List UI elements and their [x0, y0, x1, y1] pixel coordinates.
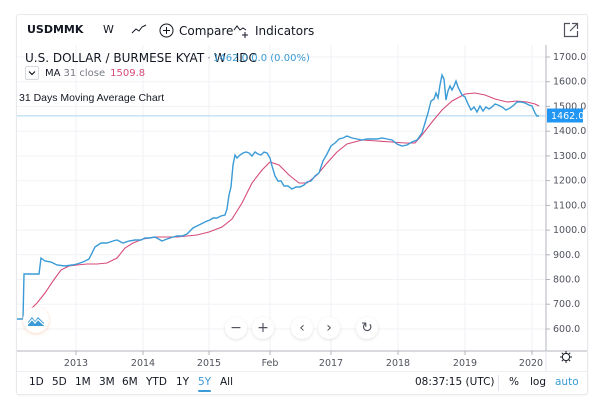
range-6m[interactable]: 6M: [122, 376, 138, 388]
clock[interactable]: 08:37:15 (UTC): [415, 376, 495, 388]
indicators-button[interactable]: Indicators: [233, 23, 314, 38]
range-5d[interactable]: 5D: [52, 376, 67, 388]
x-axis-labels: 2013 2014 2015 Feb 2017 2018 2019 2020: [64, 358, 543, 369]
y-tick-label: 1000.0: [553, 225, 586, 236]
price-chart[interactable]: 1700.0 1600.0 1500.0 1400.0 1300.0 1200.…: [17, 15, 587, 371]
ma-name[interactable]: MA: [45, 67, 61, 79]
chart-style-button[interactable]: [131, 23, 147, 35]
divider: [498, 375, 499, 391]
range-ytd[interactable]: YTD: [146, 376, 167, 388]
collapse-legend-button[interactable]: [25, 66, 39, 80]
legend-price: 1462.0 0.0 (0.00%): [213, 53, 310, 64]
range-1d[interactable]: 1D: [29, 376, 44, 388]
x-tick-label: Feb: [262, 358, 279, 369]
range-all[interactable]: All: [220, 376, 234, 388]
x-tick-label: 2020: [519, 358, 543, 369]
x-tick-label: 2015: [197, 358, 221, 369]
x-tick-label: 2019: [453, 358, 477, 369]
y-tick-label: 700.0: [553, 299, 580, 310]
reset-button[interactable]: ↻: [356, 317, 378, 339]
chart-widget: USDMMK W Compare Indicators: [16, 14, 588, 395]
fullscreen-button[interactable]: [563, 22, 579, 42]
zoom-in-button[interactable]: +: [252, 317, 274, 339]
x-tick-label: 2018: [386, 358, 410, 369]
ma-line: [28, 92, 540, 312]
y-tick-label: 1100.0: [553, 200, 586, 211]
top-toolbar: USDMMK W Compare Indicators: [17, 15, 587, 45]
y-axis-labels: 1700.0 1600.0 1500.0 1400.0 1300.0 1200.…: [553, 52, 586, 335]
y-tick-label: 900.0: [553, 250, 580, 261]
y-tick-label: 800.0: [553, 275, 580, 286]
plus-circle-icon: [159, 23, 174, 38]
line-chart-icon: [131, 24, 147, 34]
chart-annotation: 31 Days Moving Average Chart: [19, 92, 165, 104]
indicators-label: Indicators: [255, 23, 315, 38]
last-price-value: 1462.0: [551, 111, 584, 122]
compare-label: Compare: [179, 23, 234, 38]
bottom-toolbar: 1D 5D 1M 3M 6M YTD 1Y 5Y All 08:37:15 (U…: [17, 371, 587, 394]
gear-icon: [560, 351, 572, 363]
y-axis-ticks: [546, 56, 550, 330]
symbol-button[interactable]: USDMMK: [27, 23, 84, 36]
zoom-out-button[interactable]: −: [225, 317, 247, 339]
ma-value: 1509.8: [110, 67, 146, 79]
y-tick-label: 1500.0: [553, 101, 586, 112]
range-3m[interactable]: 3M: [99, 376, 115, 388]
range-5y[interactable]: 5Y: [198, 376, 212, 392]
x-tick-label: 2014: [131, 358, 155, 369]
range-1m[interactable]: 1M: [75, 376, 91, 388]
indicators-icon: [233, 25, 248, 38]
y-tick-label: 1400.0: [553, 126, 586, 137]
tradingview-logo-icon: [28, 316, 44, 326]
legend-interval: W: [213, 51, 226, 65]
y-tick-label: 1300.0: [553, 151, 586, 162]
price-change-pct: (0.00%): [270, 53, 310, 64]
percent-scale-toggle[interactable]: %: [509, 376, 519, 388]
log-scale-toggle[interactable]: log: [530, 376, 547, 388]
settings-button[interactable]: [559, 349, 573, 368]
y-tick-label: 600.0: [553, 324, 580, 335]
price-line: [17, 72, 539, 320]
ma-params: 31 close: [63, 67, 106, 79]
ma-legend: MA 31 close 1509.8: [25, 66, 145, 80]
legend-source: IDC: [235, 51, 257, 65]
logo-button[interactable]: [23, 307, 49, 333]
y-tick-label: 1200.0: [553, 176, 586, 187]
last-price: 1462.0: [213, 53, 248, 64]
x-tick-label: 2017: [319, 358, 343, 369]
y-tick-label: 1600.0: [553, 77, 586, 88]
scroll-left-button[interactable]: ‹: [291, 317, 313, 339]
price-change: 0.0: [251, 53, 268, 64]
x-axis-ticks: [75, 351, 533, 355]
compare-button[interactable]: Compare: [159, 23, 233, 38]
chevron-down-icon: [28, 71, 36, 76]
range-1y[interactable]: 1Y: [176, 376, 190, 388]
auto-scale-toggle[interactable]: auto: [555, 376, 579, 388]
x-tick-label: 2013: [64, 358, 88, 369]
pair-name: U.S. DOLLAR / BURMESE KYAT: [25, 51, 205, 65]
last-price-badge: 1462.0: [547, 108, 584, 123]
interval-button[interactable]: W: [103, 23, 114, 36]
legend-title: U.S. DOLLAR / BURMESE KYAT · W · IDC: [25, 51, 257, 65]
y-tick-label: 1700.0: [553, 52, 586, 63]
grid: [17, 45, 546, 351]
scroll-right-button[interactable]: ›: [318, 317, 340, 339]
fullscreen-icon: [563, 22, 579, 38]
